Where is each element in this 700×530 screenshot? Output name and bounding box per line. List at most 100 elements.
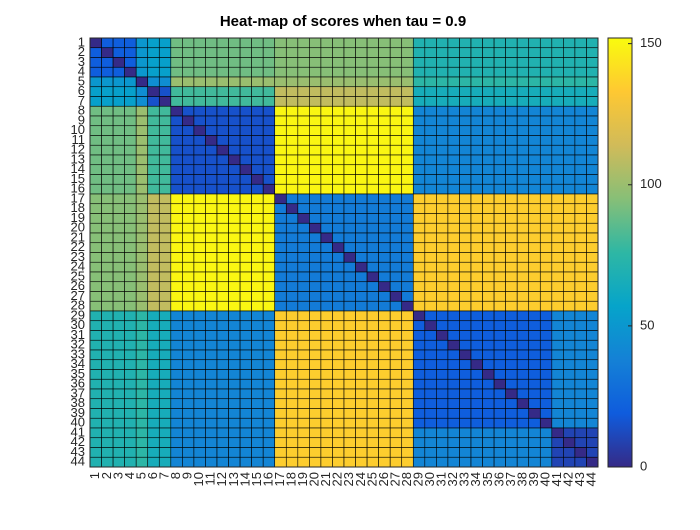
heatmap-cell <box>401 398 414 409</box>
heatmap-cell <box>493 252 506 263</box>
heatmap-cell <box>355 222 368 234</box>
heatmap-cell <box>528 76 541 88</box>
heatmap-cell <box>262 359 276 370</box>
heatmap-cell <box>366 300 379 312</box>
heatmap-cell <box>539 135 553 146</box>
heatmap-cell <box>355 105 368 117</box>
heatmap-cell <box>182 57 195 68</box>
heatmap-cell <box>170 232 183 244</box>
heatmap-cell <box>205 115 218 127</box>
heatmap-cell <box>447 398 460 409</box>
heatmap-cell <box>101 47 114 58</box>
heatmap-cell <box>239 281 252 292</box>
heatmap-cell <box>586 213 599 224</box>
heatmap-cell <box>135 261 149 273</box>
heatmap-cell <box>505 37 518 49</box>
heatmap-cell <box>528 213 541 224</box>
heatmap-cell <box>320 310 333 322</box>
heatmap-cell <box>147 213 160 224</box>
heatmap-cell <box>251 388 264 400</box>
heatmap-cell <box>158 271 172 283</box>
heatmap-cell <box>320 281 333 292</box>
heatmap-cell <box>193 291 206 302</box>
heatmap-cell <box>320 66 333 78</box>
heatmap-cell <box>355 349 368 361</box>
heatmap-cell <box>389 105 403 117</box>
heatmap-cell <box>482 144 495 156</box>
heatmap-cell <box>447 388 460 400</box>
heatmap-cell <box>239 456 252 468</box>
heatmap-cell <box>158 261 172 273</box>
heatmap-cell <box>135 417 149 429</box>
heatmap-cell <box>251 408 264 419</box>
heatmap-cell <box>470 349 483 361</box>
heatmap-cell <box>147 37 160 49</box>
heatmap-cell <box>505 291 518 302</box>
heatmap-cell <box>170 57 183 68</box>
heatmap-cell <box>424 378 437 390</box>
heatmap-cell <box>309 86 322 97</box>
heatmap-cell <box>158 183 172 195</box>
heatmap-cell <box>563 193 576 205</box>
heatmap-cell <box>493 339 506 351</box>
heatmap-cell <box>205 242 218 253</box>
heatmap-cell <box>412 359 426 370</box>
x-tick-label: 6 <box>145 472 160 479</box>
heatmap-cell <box>170 320 183 331</box>
heatmap-cell <box>563 398 576 409</box>
heatmap-cell <box>147 144 160 156</box>
heatmap-cell <box>124 261 137 273</box>
heatmap-cell <box>528 193 541 205</box>
heatmap-cell <box>378 86 391 97</box>
heatmap-cell <box>459 408 472 419</box>
heatmap-cell <box>170 154 183 166</box>
heatmap-cell <box>436 417 449 429</box>
heatmap-cell <box>135 320 149 331</box>
heatmap-cell <box>251 174 264 185</box>
heatmap-cell <box>205 447 218 458</box>
heatmap-cell <box>493 437 506 448</box>
heatmap-cell <box>482 359 495 370</box>
heatmap-cell <box>239 115 252 127</box>
heatmap-cell <box>412 86 426 97</box>
heatmap-cell <box>412 427 426 439</box>
heatmap-cell <box>112 447 125 458</box>
heatmap-cell <box>228 164 241 175</box>
heatmap-cell <box>447 339 460 351</box>
heatmap-cell <box>586 174 599 185</box>
heatmap-cell <box>228 330 241 341</box>
heatmap-cell <box>574 96 587 107</box>
heatmap-cell <box>251 427 264 439</box>
y-tick-label: 26 <box>71 278 85 293</box>
heatmap-cell <box>216 437 229 448</box>
heatmap-cell <box>193 47 206 58</box>
heatmap-cell <box>378 310 391 322</box>
heatmap-cell <box>401 339 414 351</box>
heatmap-cell <box>89 86 102 97</box>
heatmap-cell <box>216 183 229 195</box>
heatmap-cell <box>516 437 530 448</box>
heatmap-cell <box>332 183 345 195</box>
x-tick-label: 39 <box>526 472 541 486</box>
heatmap-cell <box>436 291 449 302</box>
heatmap-cell <box>586 125 599 136</box>
heatmap-cell <box>424 427 437 439</box>
heatmap-cell <box>193 105 206 117</box>
heatmap-cell <box>436 310 449 322</box>
heatmap-cell <box>228 398 241 409</box>
heatmap-cell <box>343 154 356 166</box>
heatmap-cell <box>551 359 564 370</box>
heatmap-cell <box>239 222 252 234</box>
heatmap-cell <box>459 437 472 448</box>
heatmap-cell <box>586 330 599 341</box>
x-tick-label: 4 <box>122 472 137 479</box>
x-tick-label: 29 <box>410 472 425 486</box>
heatmap-cell <box>332 339 345 351</box>
y-tick-label: 25 <box>71 268 85 283</box>
heatmap-cell <box>447 222 460 234</box>
heatmap-cell <box>89 154 102 166</box>
heatmap-cell <box>505 417 518 429</box>
heatmap-cell <box>459 105 472 117</box>
heatmap-cell <box>447 437 460 448</box>
heatmap-cell <box>505 242 518 253</box>
